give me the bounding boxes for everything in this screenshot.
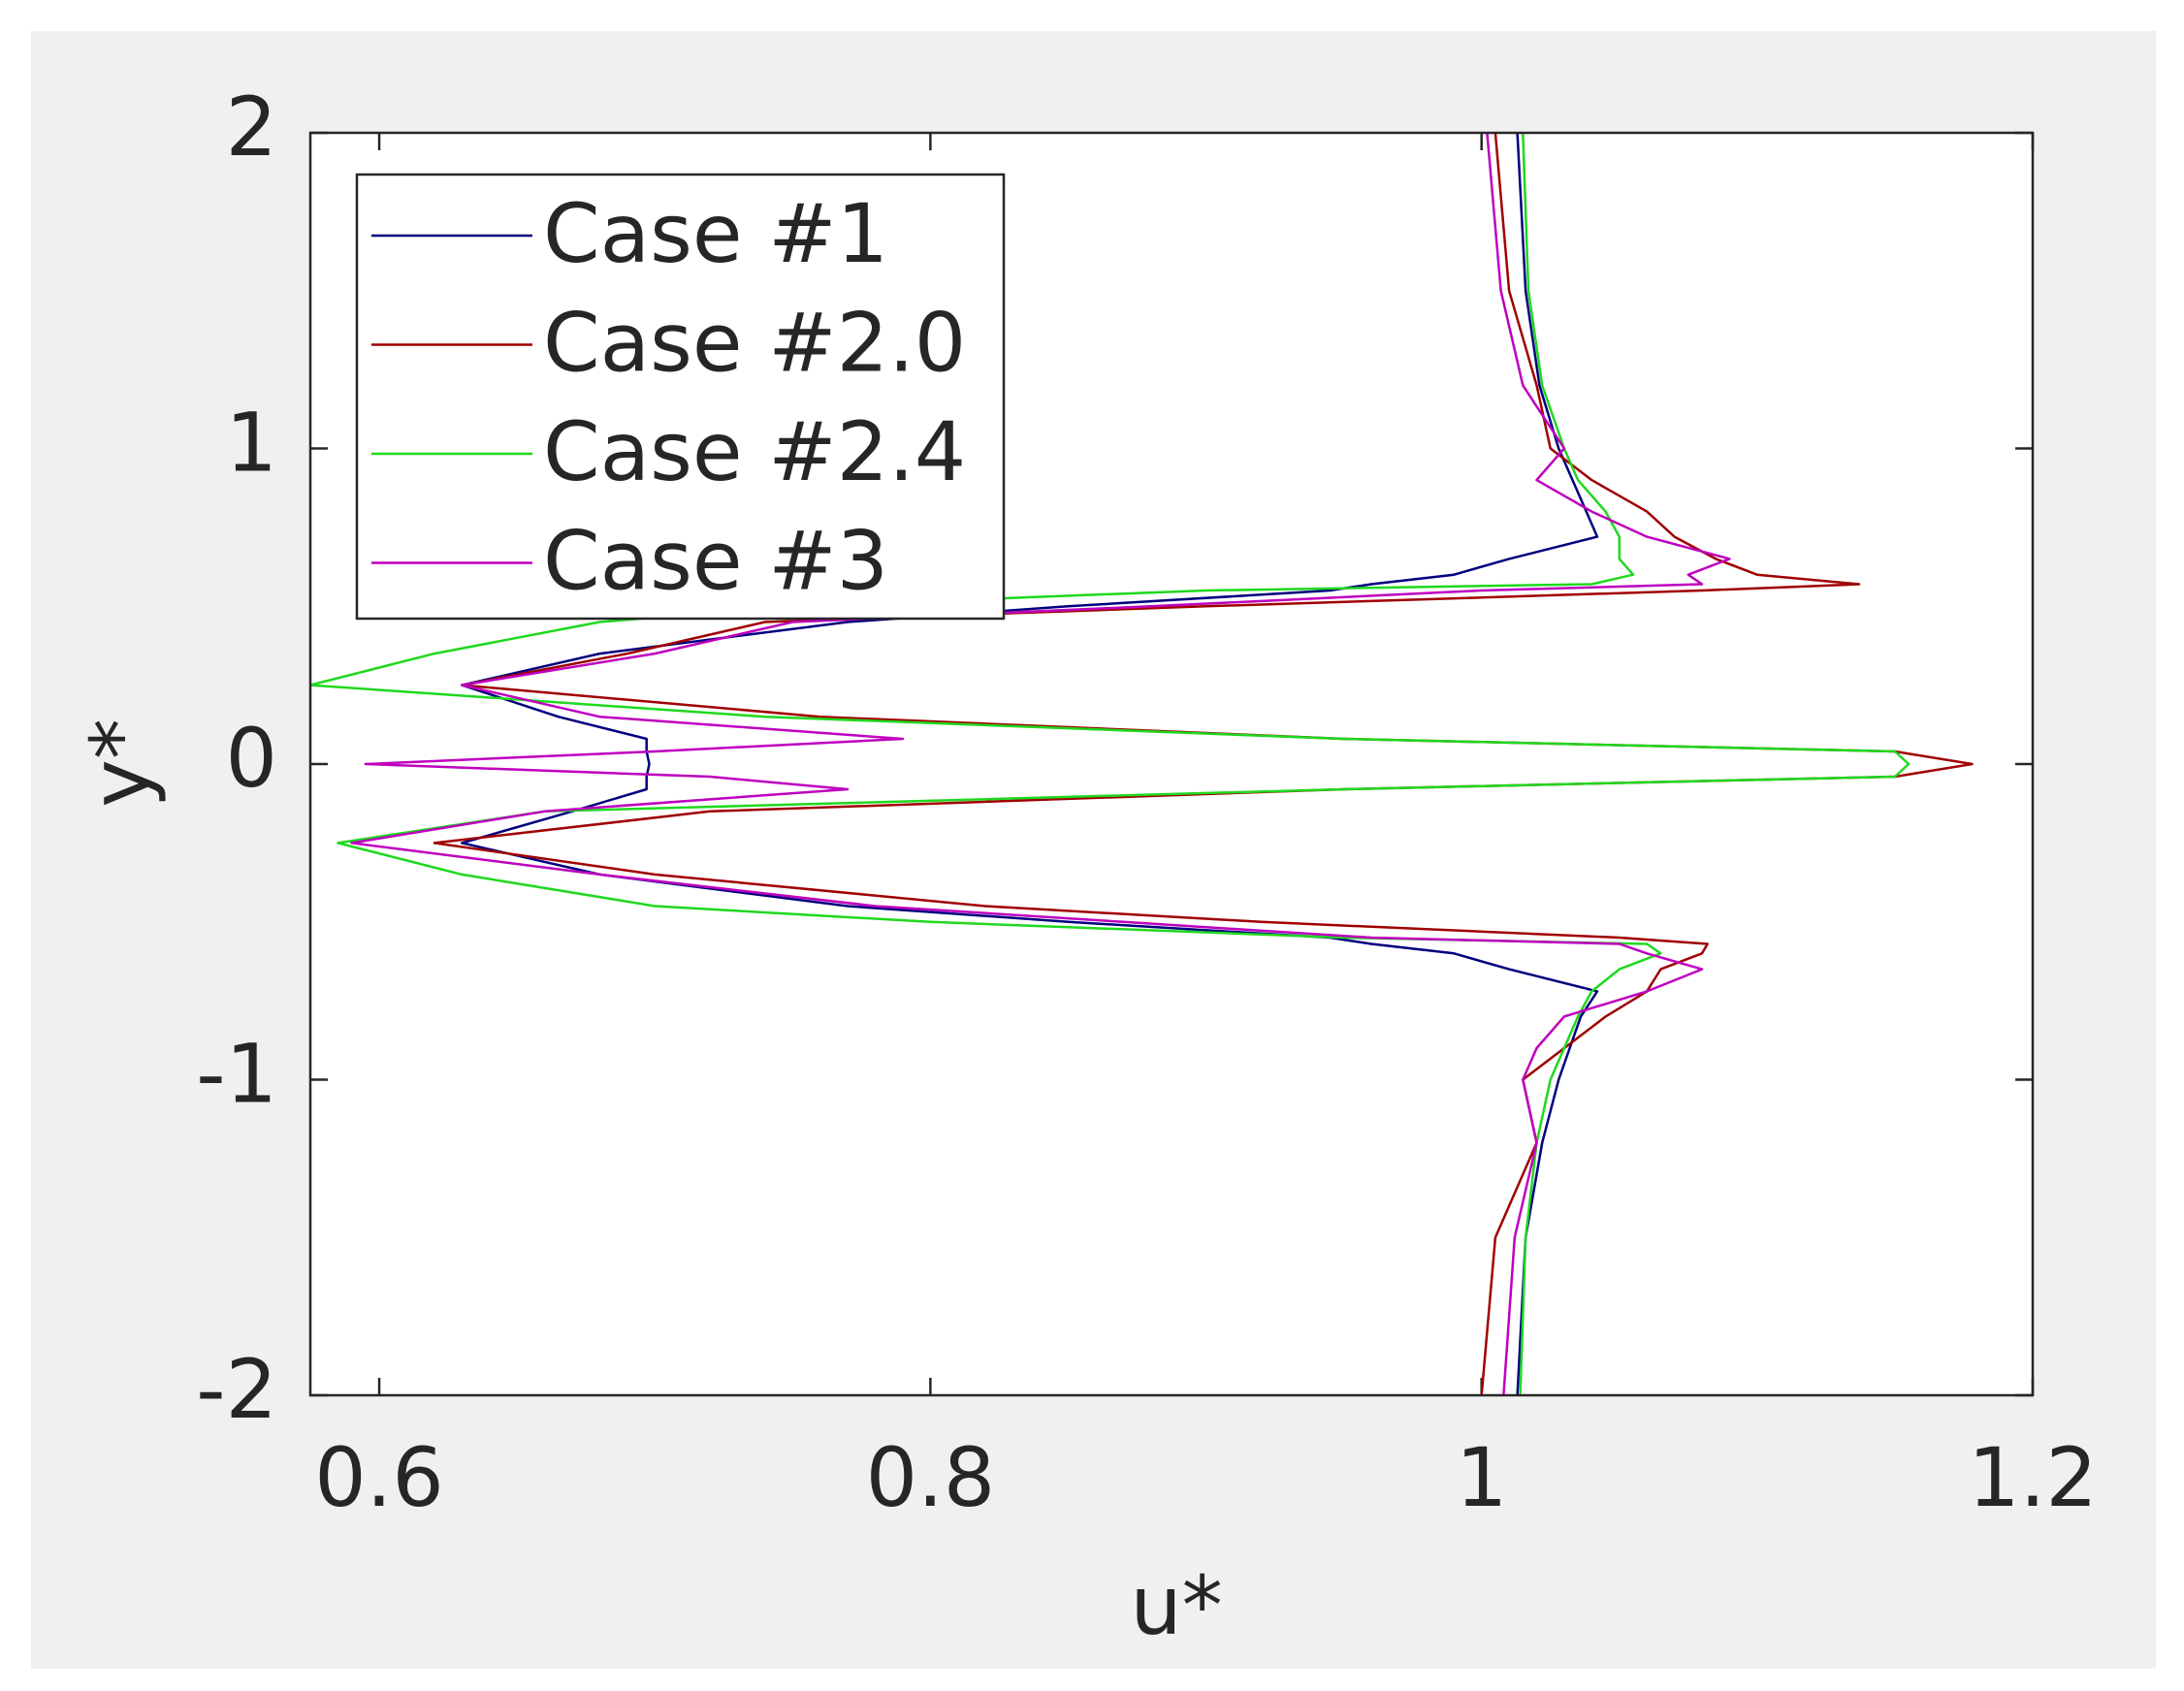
y-tick-label: 1 — [226, 395, 277, 490]
y-tick-label: -2 — [196, 1342, 277, 1437]
x-axis-label: u* — [1130, 1558, 1222, 1653]
x-tick-label: 1 — [1456, 1430, 1507, 1525]
tick-labels: 0.6 0.8 1 1.2 -2 -1 0 1 2 — [196, 80, 2098, 1525]
legend: Case #1 Case #2.0 Case #2.4 Case #3 — [355, 173, 1006, 621]
y-tick-label: -1 — [196, 1026, 277, 1121]
x-tick-label: 1.2 — [1968, 1430, 2098, 1525]
legend-label: Case #2.4 — [543, 404, 966, 499]
y-tick-label: 2 — [226, 80, 277, 175]
series-line — [350, 133, 1731, 1395]
x-tick-label: 0.6 — [314, 1430, 444, 1525]
series-line — [310, 133, 1911, 1395]
legend-label: Case #2.0 — [543, 295, 966, 390]
y-tick-label: 0 — [226, 711, 277, 806]
legend-box — [355, 173, 1006, 621]
legend-label: Case #3 — [543, 513, 888, 608]
y-axis-label: y* — [73, 718, 168, 808]
legend-label: Case #1 — [543, 186, 888, 281]
x-tick-label: 0.8 — [866, 1430, 996, 1525]
series-line — [461, 133, 1599, 1395]
lines — [310, 133, 1974, 1395]
axes-box — [308, 131, 2035, 1397]
